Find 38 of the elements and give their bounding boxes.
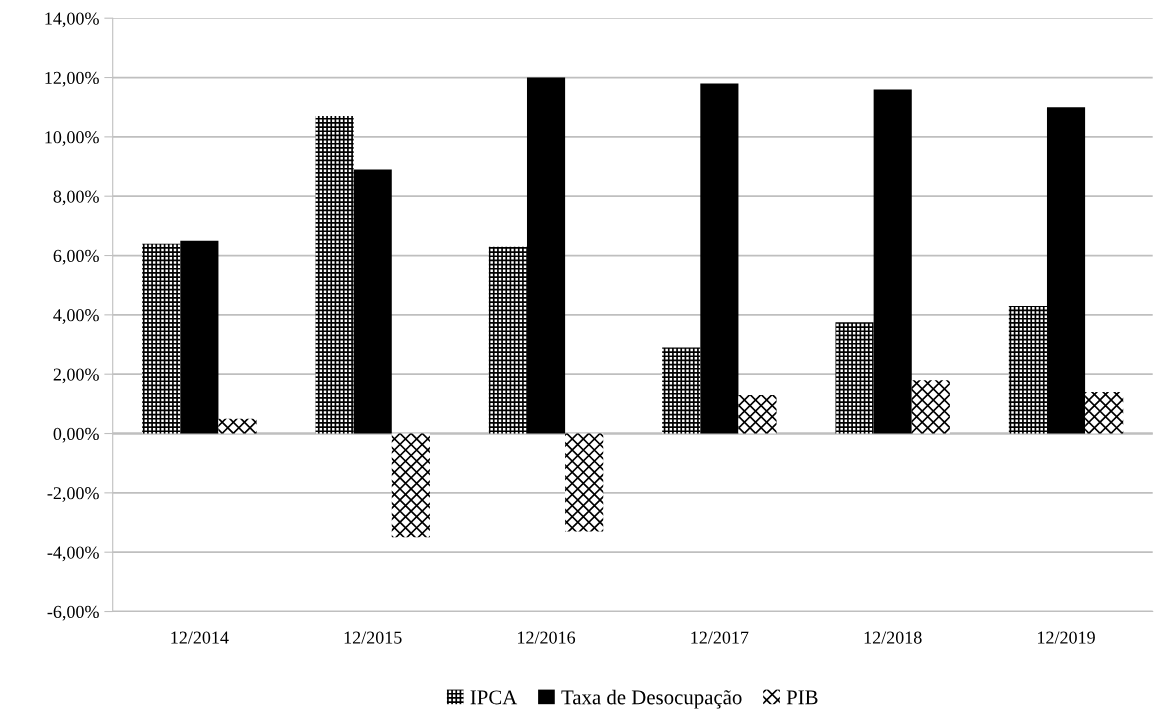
- y-tick-label: 14,00%: [45, 12, 99, 28]
- bar: [873, 89, 912, 434]
- x-tick-label: 12/2014: [171, 631, 229, 644]
- bar: [180, 240, 219, 434]
- y-tick-label: 10,00%: [45, 131, 99, 146]
- x-tick-label: 12/2015: [344, 631, 402, 644]
- bar: [738, 394, 777, 434]
- legend-label: Taxa de Desocupação: [561, 689, 742, 709]
- bar: [315, 116, 354, 434]
- y-tick-label: 12,00%: [45, 71, 99, 87]
- bar: [1046, 107, 1086, 434]
- x-tick-label: 12/2016: [518, 631, 576, 644]
- bar: [1085, 391, 1124, 434]
- bar: [391, 433, 430, 538]
- y-tick-label: 8,00%: [53, 190, 99, 206]
- bar: [835, 322, 874, 434]
- y-tick-label: 2,00%: [53, 368, 99, 384]
- bar: [526, 77, 566, 434]
- legend-label: PIB: [786, 690, 818, 705]
- bar: [911, 380, 950, 434]
- bar: [142, 243, 181, 434]
- bar: [218, 418, 257, 434]
- y-tick-label: -6,00%: [47, 605, 99, 621]
- x-tick-label: 12/2018: [864, 631, 922, 644]
- bar: [488, 246, 527, 434]
- x-tick-label: 12/2017: [691, 631, 749, 644]
- y-tick-label: 6,00%: [53, 249, 99, 265]
- y-tick-label: 4,00%: [53, 309, 99, 324]
- y-tick-label: -2,00%: [47, 487, 99, 502]
- bar: [565, 433, 604, 532]
- x-tick-label: 12/2019: [1038, 631, 1095, 644]
- legend-label: IPCA: [470, 690, 518, 705]
- y-tick-label: 0,00%: [53, 427, 99, 443]
- bar: [700, 83, 739, 434]
- y-tick-label: -4,00%: [47, 546, 99, 562]
- bar: [353, 169, 392, 434]
- bar: [662, 347, 701, 434]
- bar: [1008, 305, 1047, 434]
